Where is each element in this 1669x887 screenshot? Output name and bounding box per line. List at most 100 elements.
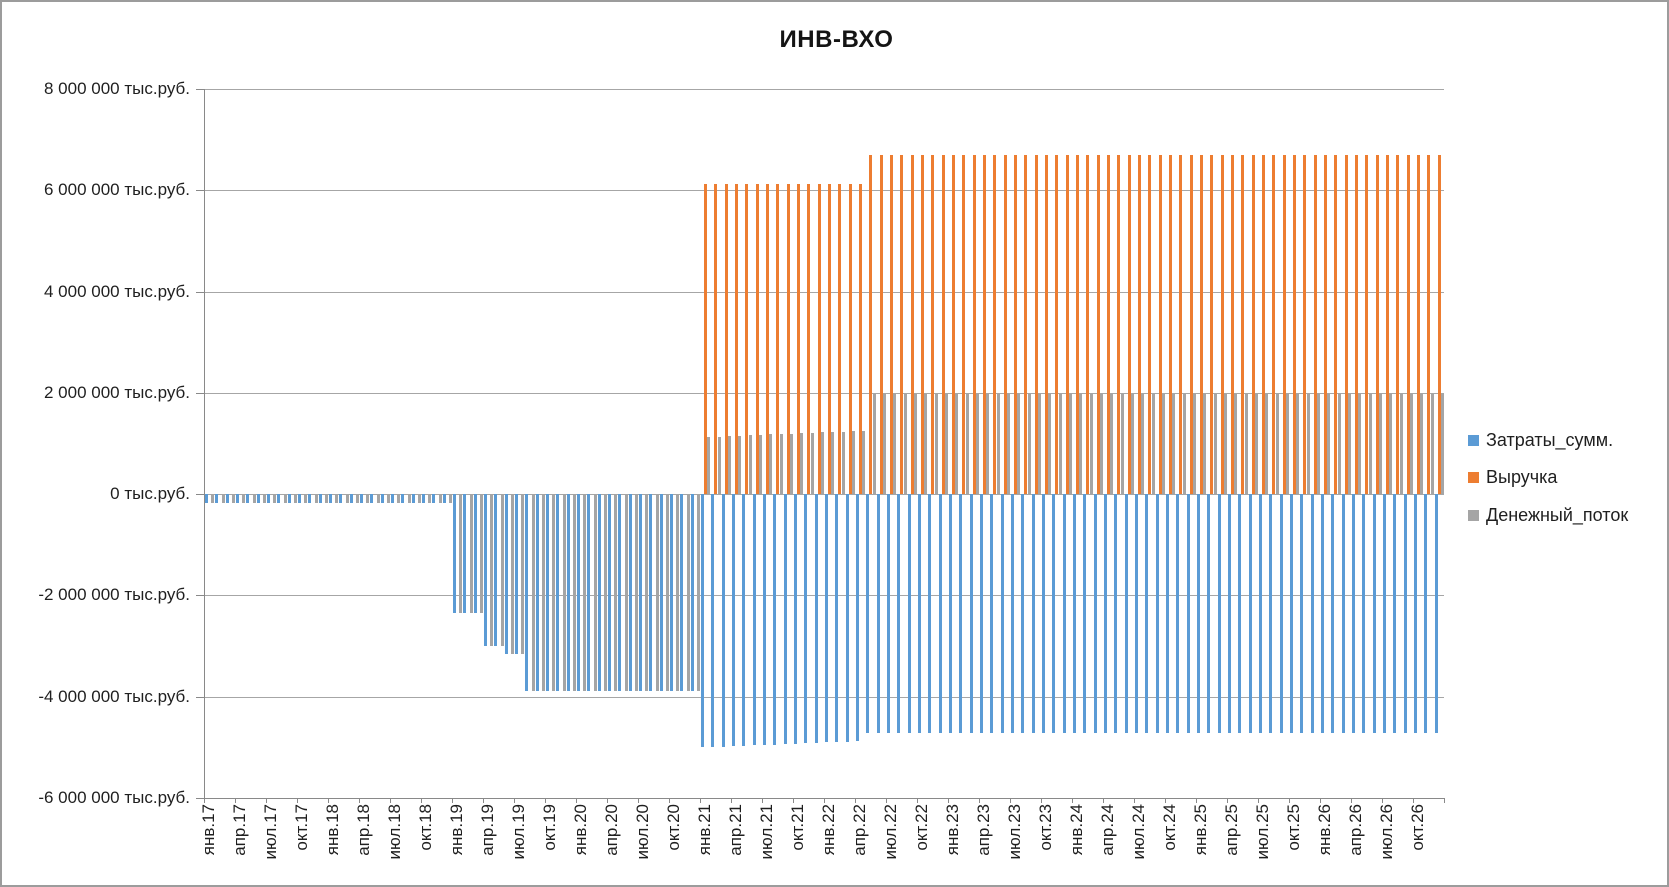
bar-denezhny-potok — [748, 435, 752, 495]
x-axis-tick — [1134, 798, 1135, 803]
bar-zatraty-summ — [649, 494, 653, 691]
bar-zatraty-summ — [948, 494, 952, 734]
bar-denezhny-potok — [624, 494, 628, 691]
bar-zatraty-summ — [545, 494, 549, 691]
bar-denezhny-potok — [1430, 394, 1434, 495]
x-axis-tick-label: янв.17 — [199, 804, 219, 882]
bar-zatraty-summ — [928, 494, 932, 734]
bar-zatraty-summ — [1424, 494, 1428, 734]
bar-vyruchka — [745, 183, 749, 495]
y-axis-tick — [196, 291, 204, 293]
bar-zatraty-summ — [328, 494, 332, 504]
bar-zatraty-summ — [824, 494, 828, 743]
bar-zatraty-summ — [855, 494, 859, 742]
x-axis-tick-label-text: апр.18 — [354, 804, 374, 856]
bar-zatraty-summ — [1372, 494, 1376, 734]
x-axis-tick-label: апр.18 — [354, 804, 374, 882]
x-axis-tick-label-text: окт.23 — [1036, 804, 1056, 851]
bar-denezhny-potok — [707, 436, 711, 495]
y-axis-tick-label: -6 000 000 тыс.руб. — [38, 788, 190, 807]
bar-denezhny-potok — [955, 394, 959, 495]
bar-denezhny-potok — [397, 494, 401, 504]
x-axis-tick — [266, 798, 267, 803]
bar-denezhny-potok — [1172, 394, 1176, 495]
bar-zatraty-summ — [866, 494, 870, 734]
x-axis-tick — [1258, 798, 1259, 803]
y-axis-tick-label: 2 000 000 тыс.руб. — [44, 382, 190, 402]
x-axis-tick-label-text: июл.26 — [1377, 804, 1397, 860]
bar-denezhny-potok — [531, 494, 535, 691]
bar-denezhny-potok — [738, 435, 742, 495]
bar-zatraty-summ — [1351, 494, 1355, 734]
y-gridline — [204, 595, 1444, 597]
x-axis-tick-label: окт.18 — [416, 804, 436, 882]
bar-denezhny-potok — [1378, 394, 1382, 495]
bar-zatraty-summ — [483, 494, 487, 647]
x-axis-tick — [359, 798, 360, 803]
bar-denezhny-potok — [376, 494, 380, 504]
bar-vyruchka — [1169, 155, 1173, 495]
bar-zatraty-summ — [1103, 494, 1107, 734]
bar-zatraty-summ — [432, 494, 436, 504]
x-axis-tick — [1010, 798, 1011, 803]
x-axis-tick-label-text: окт.22 — [912, 804, 932, 851]
bar-zatraty-summ — [1083, 494, 1087, 734]
y-gridline — [204, 696, 1444, 698]
bar-zatraty-summ — [1279, 494, 1283, 734]
bar-zatraty-summ — [1114, 494, 1118, 734]
x-axis-tick-label-text: июл.19 — [509, 804, 529, 860]
bar-denezhny-potok — [862, 430, 866, 495]
x-axis-tick-label: окт.20 — [664, 804, 684, 882]
bar-vyruchka — [828, 183, 832, 495]
bar-vyruchka — [1427, 155, 1431, 495]
bar-denezhny-potok — [1037, 394, 1041, 495]
x-axis-tick — [731, 798, 732, 803]
bar-denezhny-potok — [583, 494, 587, 691]
bar-denezhny-potok — [1130, 394, 1134, 495]
bar-denezhny-potok — [872, 394, 876, 495]
bar-denezhny-potok — [314, 494, 318, 504]
bar-denezhny-potok — [386, 494, 390, 504]
bar-denezhny-potok — [913, 394, 917, 495]
bar-zatraty-summ — [370, 494, 374, 504]
bar-denezhny-potok — [252, 494, 256, 504]
x-axis-tick — [824, 798, 825, 803]
bar-zatraty-summ — [607, 494, 611, 691]
x-axis-tick — [855, 798, 856, 803]
bar-zatraty-summ — [1041, 494, 1045, 734]
x-axis-tick-label-text: июл.21 — [757, 804, 777, 860]
bar-denezhny-potok — [1089, 394, 1093, 495]
x-axis-tick-label: июл.20 — [633, 804, 653, 882]
bar-vyruchka — [900, 155, 904, 495]
bar-zatraty-summ — [1217, 494, 1221, 734]
bar-zatraty-summ — [669, 494, 673, 691]
x-axis-tick — [1072, 798, 1073, 803]
x-axis-tick — [607, 798, 608, 803]
x-axis-tick — [793, 798, 794, 803]
bar-denezhny-potok — [851, 431, 855, 495]
x-axis-tick-label-text: окт.20 — [664, 804, 684, 851]
bar-denezhny-potok — [634, 494, 638, 691]
bar-denezhny-potok — [1110, 394, 1114, 495]
bar-zatraty-summ — [845, 494, 849, 742]
bar-zatraty-summ — [525, 494, 529, 691]
bar-zatraty-summ — [1238, 494, 1242, 734]
bar-denezhny-potok — [1358, 394, 1362, 495]
x-axis-tick-label-text: янв.20 — [571, 804, 591, 856]
legend-item-label: Затраты_сумм. — [1486, 429, 1614, 450]
bar-denezhny-potok — [1151, 394, 1155, 495]
bar-vyruchka — [1344, 155, 1348, 495]
x-axis-tick-label: окт.26 — [1408, 804, 1428, 882]
x-axis-tick-label-text: окт.26 — [1408, 804, 1428, 851]
x-axis-tick-label: янв.24 — [1067, 804, 1087, 882]
bar-vyruchka — [1158, 155, 1162, 495]
bar-vyruchka — [1375, 155, 1379, 495]
x-axis-tick-label-text: июл.18 — [385, 804, 405, 860]
bar-denezhny-potok — [1079, 394, 1083, 495]
bar-zatraty-summ — [1289, 494, 1293, 734]
bar-denezhny-potok — [1141, 394, 1145, 495]
bar-denezhny-potok — [1399, 394, 1403, 495]
bar-zatraty-summ — [1362, 494, 1366, 734]
bar-zatraty-summ — [1403, 494, 1407, 734]
